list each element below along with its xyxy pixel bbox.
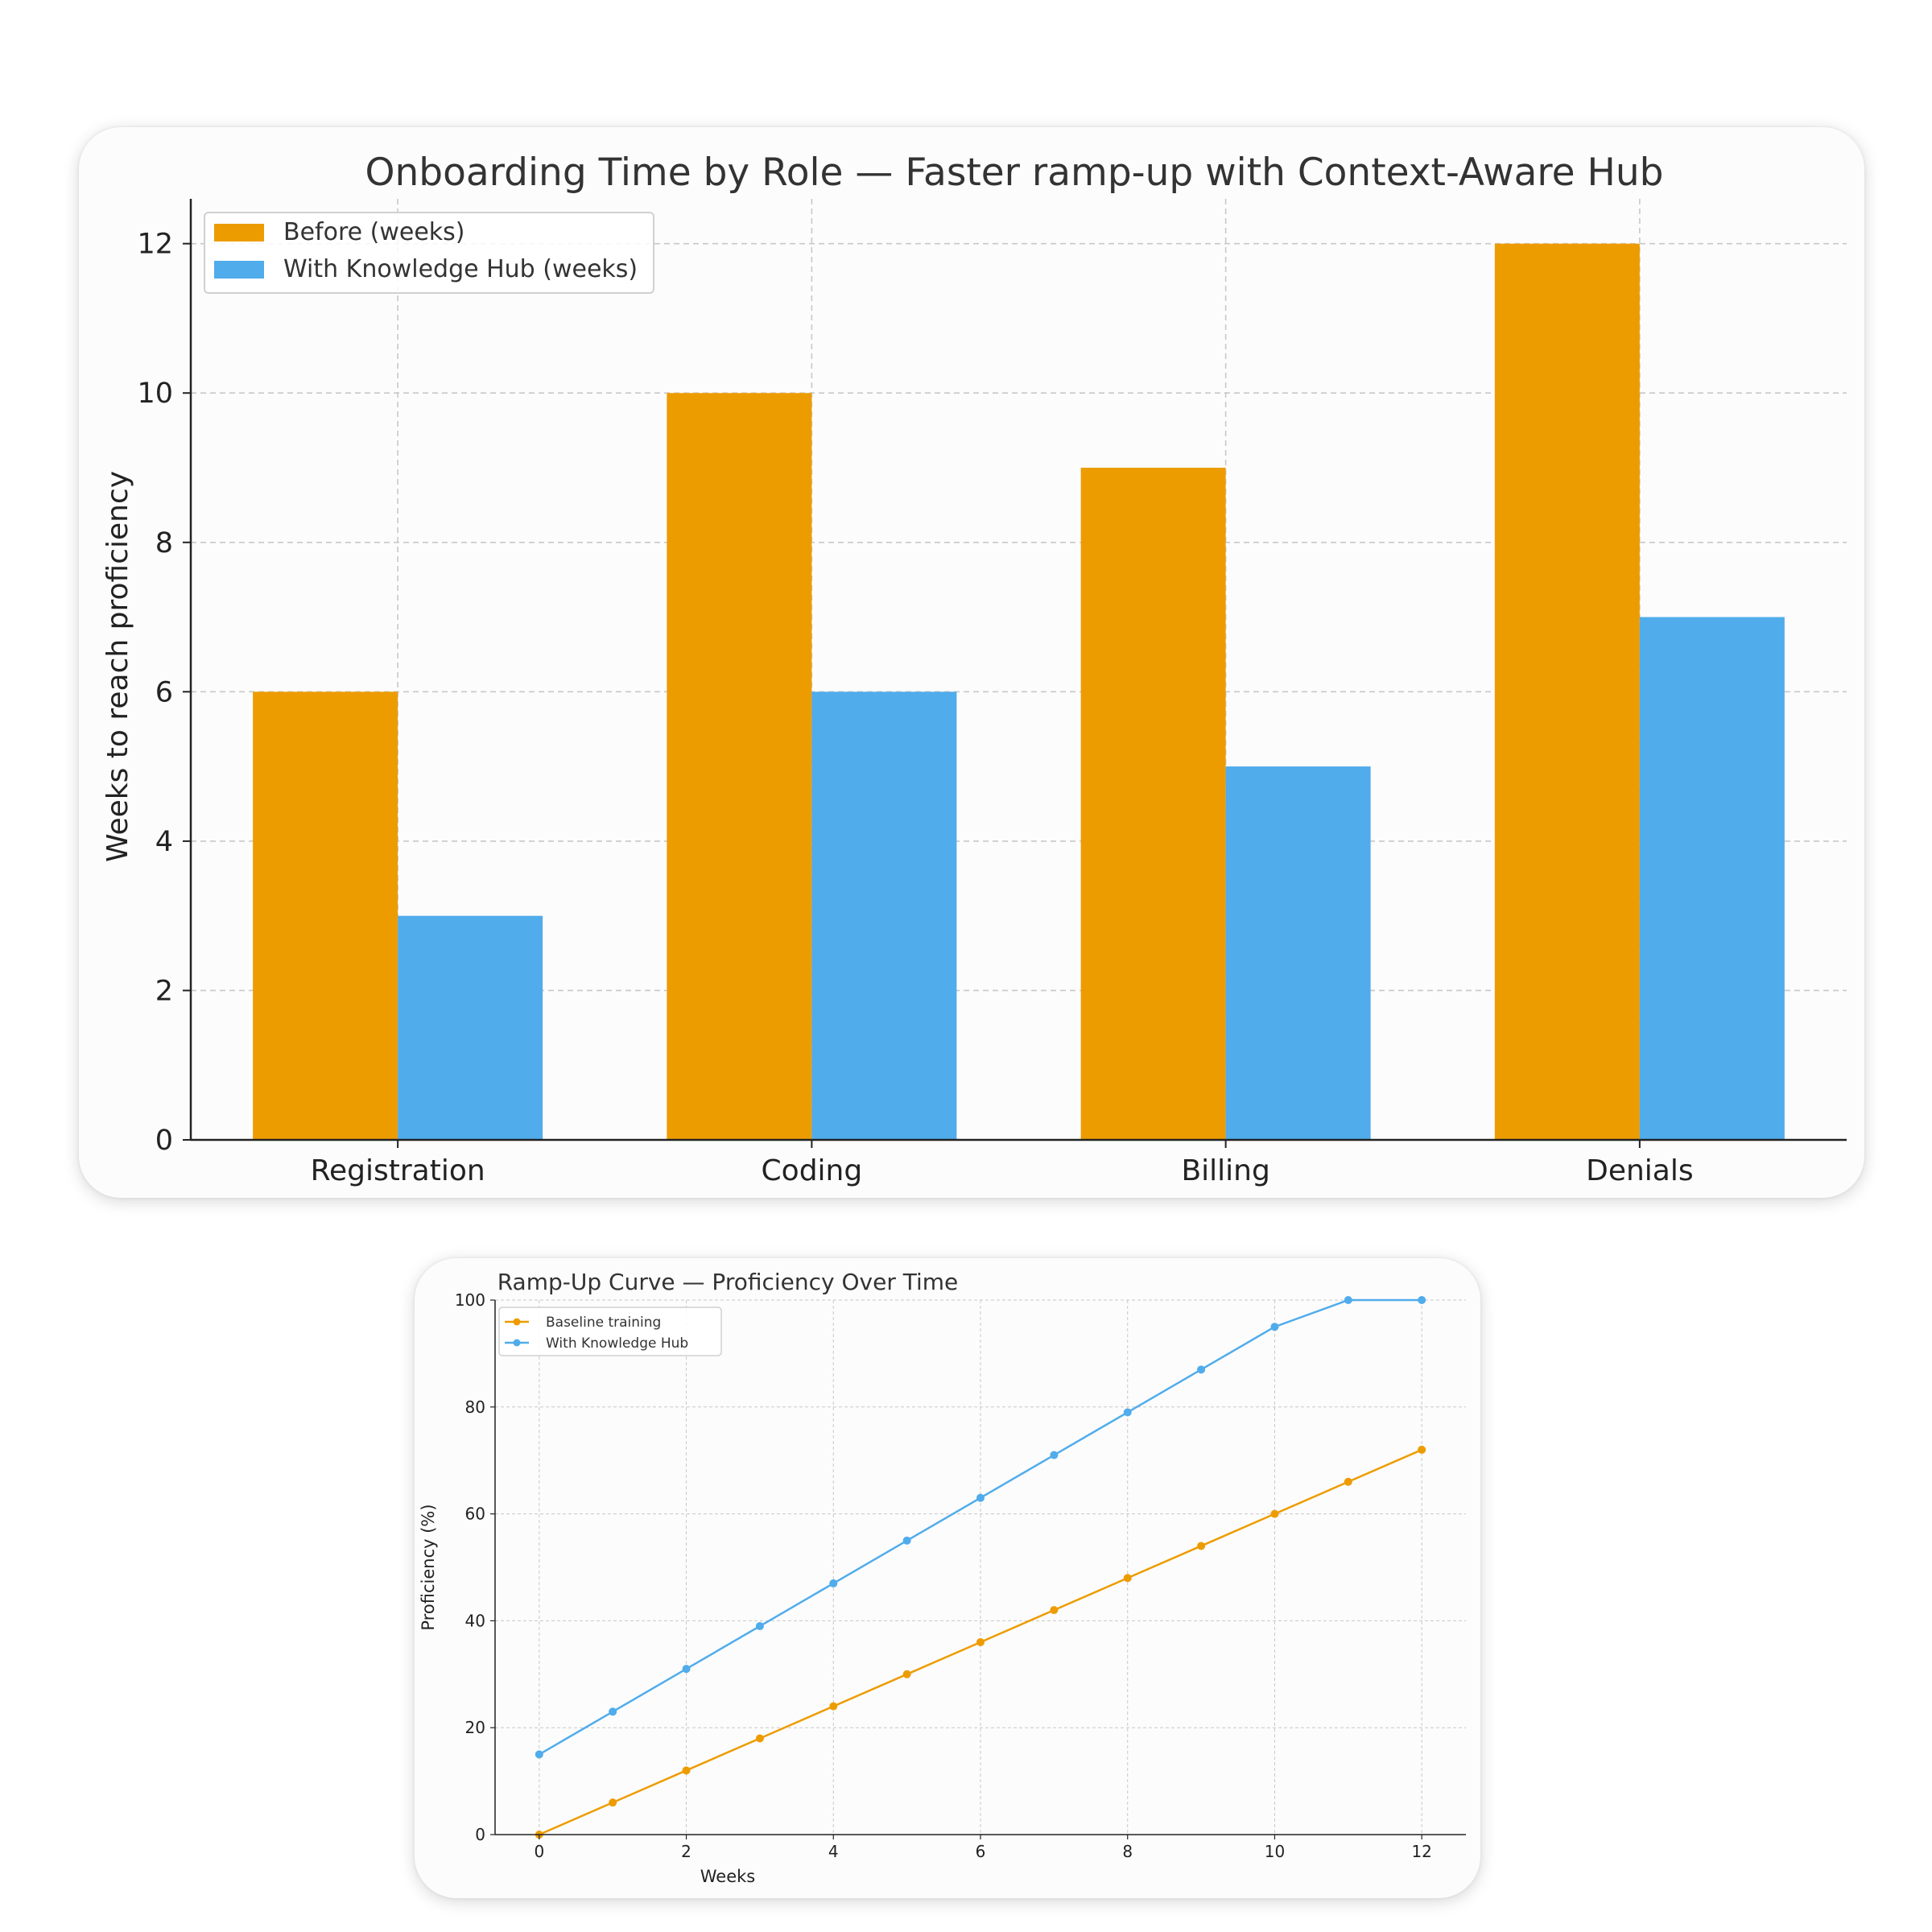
line-y-tick-label: 60 <box>465 1505 485 1524</box>
line-x-tick-label: 10 <box>1265 1842 1285 1861</box>
line-x-tick-label: 2 <box>681 1842 691 1861</box>
bar-before-billing <box>1080 468 1226 1140</box>
bar-y-tick-label: 6 <box>155 676 173 708</box>
baseline-point <box>1270 1509 1279 1518</box>
line-x-tick-label: 12 <box>1411 1842 1431 1861</box>
line-y-tick-label: 40 <box>465 1611 485 1630</box>
hub-point <box>829 1579 838 1587</box>
bar-y-tick-label: 12 <box>137 229 173 261</box>
bar-chart-bars <box>253 243 1785 1140</box>
bar-with-hub-coding <box>811 691 957 1140</box>
bar-y-tick-label: 8 <box>155 527 173 559</box>
baseline-point <box>1123 1574 1132 1583</box>
bar-before-denials <box>1494 243 1640 1140</box>
line-chart-y-axis-label: Proficiency (%) <box>419 1504 438 1630</box>
line-x-tick-label: 4 <box>828 1842 839 1861</box>
hub-point <box>976 1493 985 1502</box>
hub-point <box>1123 1408 1132 1417</box>
baseline-point <box>1050 1606 1059 1615</box>
line-x-tick-label: 0 <box>534 1842 544 1861</box>
hub-point <box>1197 1365 1206 1374</box>
line-y-tick-label: 80 <box>465 1397 485 1417</box>
bar-chart-card: Onboarding Time by Role — Faster ramp-up… <box>79 127 1864 1198</box>
bar-y-tick-label: 2 <box>155 975 173 1007</box>
hub-point <box>1344 1296 1352 1304</box>
bar-chart-axes <box>189 199 1847 1141</box>
legend-label-before: Before (weeks) <box>283 218 464 246</box>
legend-label-after: With Knowledge Hub (weeks) <box>283 255 638 283</box>
bar-x-tick-label: Coding <box>762 1154 863 1187</box>
baseline-point <box>609 1798 617 1807</box>
baseline-point <box>1197 1542 1206 1550</box>
hub-point <box>1270 1323 1279 1331</box>
ramp-up-line-chart: Ramp-Up Curve — Proficiency Over Time We… <box>419 1269 1466 1886</box>
line-y-tick-label: 20 <box>465 1718 485 1737</box>
legend-marker-hub <box>513 1339 521 1347</box>
baseline-point <box>976 1637 985 1646</box>
line-chart-card: Ramp-Up Curve — Proficiency Over Time We… <box>415 1258 1480 1898</box>
legend-label-baseline: Baseline training <box>546 1315 661 1331</box>
baseline-point <box>1418 1445 1426 1454</box>
bar-chart-legend: Before (weeks) With Knowledge Hub (weeks… <box>204 212 654 294</box>
line-y-tick-label: 100 <box>455 1290 485 1310</box>
bar-chart-title: Onboarding Time by Role — Faster ramp-up… <box>365 151 1663 195</box>
bar-y-tick-label: 4 <box>155 826 173 858</box>
hub-point <box>902 1536 911 1545</box>
bar-chart-y-axis-label: Weeks to reach proficiency <box>101 471 134 862</box>
line-chart-legend: Baseline training With Knowledge Hub <box>498 1307 722 1356</box>
bar-chart-x-ticks: Registration Coding Billing Denials <box>311 1140 1694 1187</box>
line-chart-series <box>535 1296 1426 1839</box>
baseline-point <box>829 1702 838 1711</box>
hub-point <box>1418 1296 1426 1304</box>
bar-y-tick-label: 10 <box>137 378 173 410</box>
hub-point <box>1050 1451 1059 1459</box>
baseline-point <box>755 1734 764 1743</box>
hub-point <box>609 1707 617 1716</box>
bar-with-hub-registration <box>398 915 543 1140</box>
baseline-point <box>902 1670 911 1678</box>
bar-x-tick-label: Registration <box>311 1154 485 1187</box>
line-chart-y-ticks: 0 20 40 60 80 100 <box>455 1290 495 1844</box>
line-chart-x-ticks: 0 2 4 6 8 10 12 <box>534 1835 1432 1861</box>
baseline-point <box>682 1766 691 1775</box>
baseline-point <box>1344 1477 1352 1486</box>
line-x-tick-label: 6 <box>976 1842 986 1861</box>
legend-marker-baseline <box>513 1318 521 1326</box>
bar-with-hub-denials <box>1639 617 1785 1140</box>
bar-before-coding <box>667 393 812 1140</box>
hub-point <box>755 1622 764 1631</box>
bar-y-tick-label: 0 <box>155 1125 173 1157</box>
line-chart-gridlines <box>495 1299 1466 1835</box>
hub-point <box>682 1665 691 1674</box>
line-chart-x-axis-label: Weeks <box>700 1867 755 1886</box>
bar-before-registration <box>253 691 398 1140</box>
line-chart-title: Ramp-Up Curve — Proficiency Over Time <box>497 1269 959 1295</box>
line-y-tick-label: 0 <box>475 1825 485 1844</box>
bar-x-tick-label: Denials <box>1586 1154 1694 1187</box>
line-x-tick-label: 8 <box>1122 1842 1133 1861</box>
hub-point <box>535 1750 543 1759</box>
legend-swatch-after <box>214 261 264 279</box>
legend-label-hub: With Knowledge Hub <box>546 1335 688 1352</box>
bar-chart-y-ticks: 0 2 4 6 8 10 12 <box>137 229 191 1157</box>
legend-swatch-before <box>214 224 264 242</box>
bar-x-tick-label: Billing <box>1181 1154 1269 1187</box>
onboarding-bar-chart: Onboarding Time by Role — Faster ramp-up… <box>101 151 1847 1187</box>
bar-with-hub-billing <box>1225 766 1371 1140</box>
